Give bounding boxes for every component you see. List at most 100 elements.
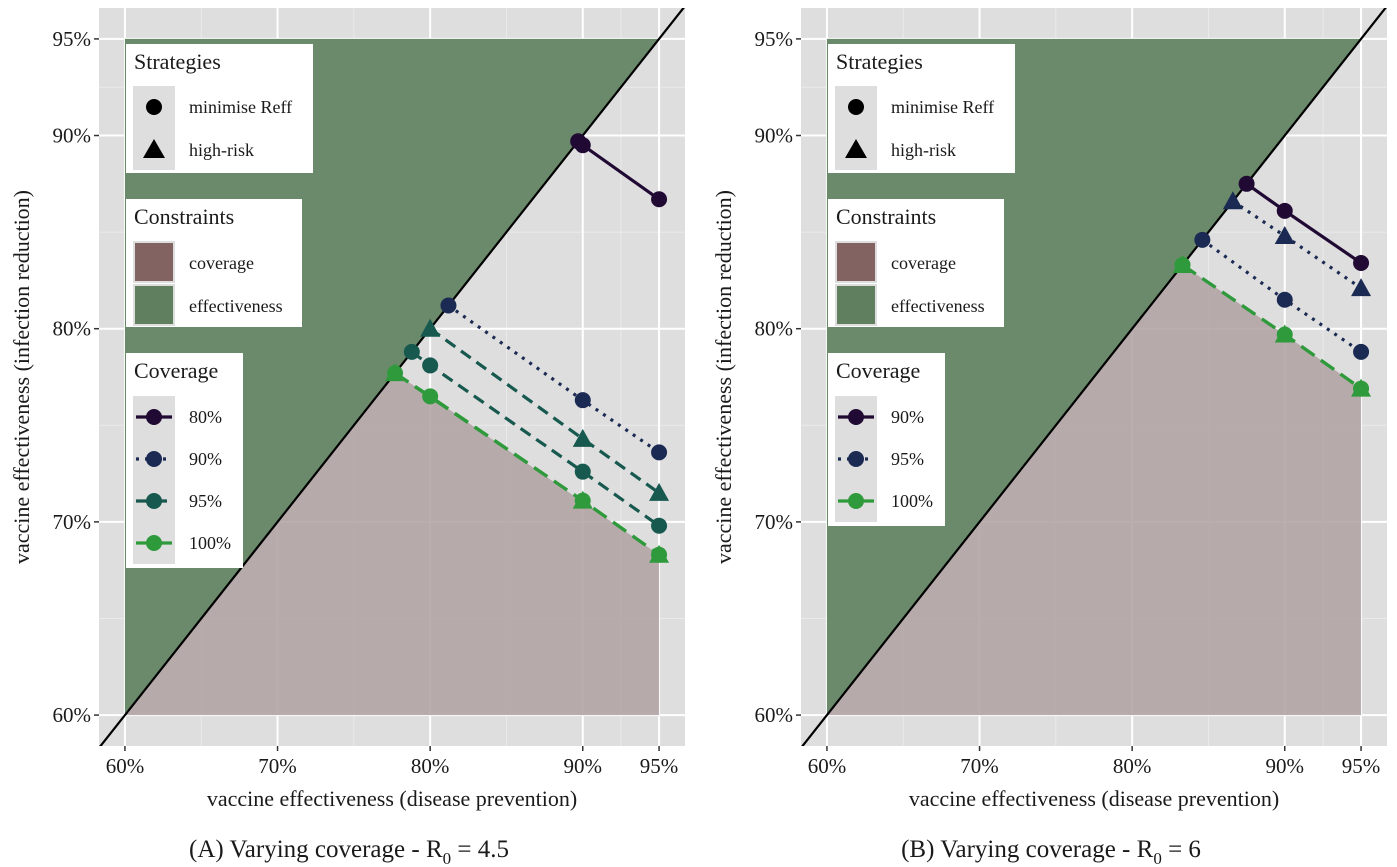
x-tick-label: 95% (640, 754, 679, 778)
legend-strategies: Strategies minimise Reff high-risk (126, 44, 313, 173)
y-tick-label: 95% (53, 27, 92, 51)
legend-label: 95% (891, 449, 924, 469)
legend-swatch (837, 286, 875, 324)
point-minimise (574, 463, 591, 480)
legend-point (848, 451, 864, 467)
series-80pct (570, 133, 668, 208)
legend-title: Coverage (836, 358, 920, 383)
point-high-risk (1351, 278, 1372, 297)
series-95pct (403, 318, 670, 534)
series-group (385, 133, 670, 563)
series-100pct (385, 363, 670, 563)
point-high-risk (649, 482, 670, 501)
y-axis-title: vaccine effectiveness (infection reducti… (711, 190, 736, 564)
x-tick-label: 90% (564, 754, 603, 778)
legend-label: minimise Reff (189, 97, 292, 117)
point-high-risk (572, 490, 593, 509)
caption-value: = 6 (1162, 836, 1201, 863)
diagonal-line (801, 8, 1387, 746)
legend-point (146, 409, 162, 425)
point-high-risk (572, 428, 593, 447)
point-minimise (422, 357, 439, 374)
legend-label: 90% (189, 449, 222, 469)
legend-label: effectiveness (189, 296, 283, 316)
circle-marker-icon (146, 99, 162, 115)
caption-value: = 4.5 (451, 836, 509, 863)
legend-label: coverage (189, 253, 254, 273)
legend-point (146, 451, 162, 467)
coverage-region (124, 373, 660, 716)
legend-title: Constraints (134, 204, 234, 229)
point-minimise (1276, 202, 1293, 219)
series-group (1172, 175, 1372, 397)
caption-text: (B) Varying coverage - R (901, 836, 1154, 863)
triangle-marker-icon (845, 139, 867, 158)
point-minimise (422, 388, 439, 405)
point-minimise (651, 444, 668, 461)
series-90pct (440, 297, 668, 461)
point-minimise (651, 517, 668, 534)
point-minimise (574, 137, 591, 154)
coverage-region (826, 264, 1362, 716)
legend-point (146, 535, 162, 551)
legend-label: coverage (891, 253, 956, 273)
legend-strategies: Strategies minimise Reff high-risk (828, 44, 1015, 173)
y-tick-label: 80% (53, 317, 92, 341)
legend-coverage: Coverage 90% 95% 100% (828, 353, 945, 526)
point-high-risk (1274, 324, 1295, 343)
legend-point (146, 493, 162, 509)
legend-title: Coverage (134, 358, 218, 383)
point-minimise (1353, 343, 1370, 360)
x-tick-label: 60% (808, 754, 847, 778)
caption-subscript: 0 (443, 849, 452, 867)
point-minimise (440, 297, 457, 314)
point-minimise (1276, 291, 1293, 308)
series-100pct (1172, 254, 1372, 397)
y-tick-label: 80% (755, 317, 794, 341)
point-high-risk (1172, 254, 1193, 273)
x-axis-title: vaccine effectiveness (disease preventio… (909, 786, 1279, 811)
legend-label: high-risk (891, 140, 956, 160)
y-tick-label: 90% (755, 124, 794, 148)
triangle-marker-icon (143, 139, 165, 158)
legend-constraints: Constraints coverage effectiveness (126, 199, 302, 327)
panel-caption: (A) Varying coverage - R0 = 4.5 (189, 836, 509, 867)
caption-subscript: 0 (1153, 849, 1162, 867)
x-tick-label: 90% (1266, 754, 1305, 778)
legend-point (848, 409, 864, 425)
legend-label: minimise Reff (891, 97, 994, 117)
legend-coverage: Coverage 80% 90% 95% 100% (126, 353, 243, 568)
legend-swatch (135, 286, 173, 324)
x-tick-label: 70% (960, 754, 999, 778)
panel-caption: (B) Varying coverage - R0 = 6 (901, 836, 1201, 867)
point-high-risk (1274, 225, 1295, 244)
legend-swatch (837, 243, 875, 281)
y-tick-label: 60% (755, 703, 794, 727)
point-minimise (403, 343, 420, 360)
point-minimise (651, 191, 668, 208)
point-minimise (1238, 175, 1255, 192)
legend-constraints: Constraints coverage effectiveness (828, 199, 1004, 327)
series-90pct (1238, 175, 1370, 272)
point-minimise (1353, 255, 1370, 272)
legend-label: 90% (891, 407, 924, 427)
y-tick-label: 70% (755, 510, 794, 534)
legend-title: Constraints (836, 204, 936, 229)
legend-title: Strategies (134, 49, 221, 74)
caption-text: (A) Varying coverage - R (189, 836, 443, 863)
panel-b: 60% 70% 80% 90% 95% 60% 70% 80% 90% 95% vaccine ef… (711, 8, 1387, 867)
y-tick-label: 90% (53, 124, 92, 148)
series-line-high-risk (429, 327, 660, 495)
series-95pct (1194, 191, 1372, 360)
point-high-risk (420, 318, 441, 337)
circle-marker-icon (848, 99, 864, 115)
x-tick-label: 80% (1113, 754, 1152, 778)
point-high-risk (1351, 378, 1372, 397)
x-tick-label: 60% (106, 754, 145, 778)
point-high-risk (649, 544, 670, 563)
series-line-minimise (410, 350, 660, 528)
legend-swatch (135, 243, 173, 281)
legend-label: 95% (189, 491, 222, 511)
x-tick-label: 80% (411, 754, 450, 778)
